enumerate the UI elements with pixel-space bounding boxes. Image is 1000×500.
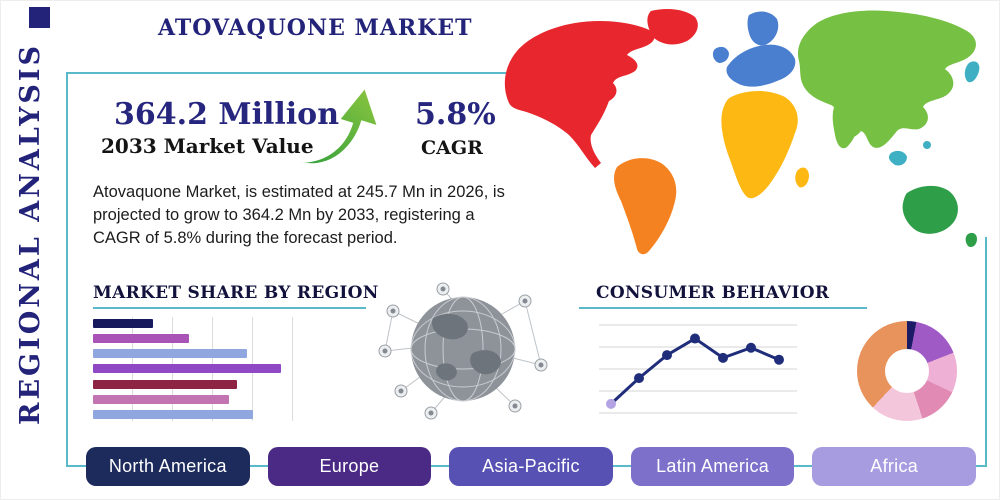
- line-marker: [718, 352, 728, 363]
- frame-border-left: [66, 72, 68, 467]
- map-greenland: [647, 9, 698, 45]
- consumer-behavior-line-chart: [599, 324, 797, 414]
- map-asia: [797, 10, 976, 148]
- market-value-caption: 2033 Market Value: [101, 134, 314, 158]
- frame-border-top: [66, 72, 506, 74]
- map-madagascar: [795, 167, 809, 188]
- map-indonesia: [888, 150, 907, 166]
- map-india: [832, 103, 860, 149]
- market-share-section-title: MARKET SHARE BY REGION: [93, 283, 379, 303]
- market-share-bar: [93, 334, 189, 344]
- market-share-bar: [93, 349, 247, 359]
- line-marker: [634, 373, 644, 384]
- world-map: [504, 9, 980, 255]
- region-buttons: North America Europe Asia-Pacific Latin Ame…: [86, 447, 976, 486]
- map-new-zealand: [965, 232, 977, 248]
- frame-border-right: [985, 237, 987, 467]
- market-share-bar: [93, 394, 229, 404]
- market-share-bar: [93, 409, 253, 419]
- line-chart-grid: [599, 324, 797, 414]
- line-marker: [662, 350, 672, 361]
- market-description: Atovaquone Market, is estimated at 245.7…: [93, 183, 505, 247]
- region-button-africa[interactable]: Africa: [812, 447, 976, 486]
- bar-chart-plot-area: [93, 317, 293, 421]
- region-donut-chart: [857, 321, 957, 421]
- map-australia: [902, 185, 958, 234]
- network-nodes: [378, 282, 548, 420]
- globe-sphere: [411, 297, 515, 401]
- map-south-america: [614, 158, 677, 255]
- consumer-behavior-underline: [579, 307, 867, 309]
- map-africa: [721, 91, 798, 199]
- map-europe: [726, 44, 796, 87]
- page-title: ATOVAQUONE MARKET: [158, 15, 473, 41]
- map-philippines: [923, 141, 931, 149]
- map-north-america: [504, 21, 655, 168]
- market-value-stat: 364.2 Million: [114, 97, 339, 132]
- growth-arrow-icon: [295, 85, 380, 166]
- cagr-stat: 5.8%: [415, 97, 496, 132]
- market-share-bar: [93, 379, 237, 389]
- consumer-behavior-section-title: CONSUMER BEHAVIOR: [596, 283, 830, 303]
- line-marker: [746, 342, 756, 353]
- line-marker: [606, 398, 616, 409]
- region-button-asia-pacific[interactable]: Asia-Pacific: [449, 447, 613, 486]
- cagr-caption: CAGR: [421, 137, 483, 159]
- region-button-north-america[interactable]: North America: [86, 447, 250, 486]
- globe-landmasses: [431, 313, 501, 381]
- globe-gridlines: [410, 296, 516, 402]
- market-share-bar: [93, 319, 153, 328]
- side-label: REGIONAL ANALYSIS: [15, 43, 46, 425]
- market-share-bar: [93, 364, 281, 374]
- map-united-kingdom: [712, 46, 729, 63]
- globe-network-graphic: [378, 282, 548, 420]
- line-marker: [774, 354, 784, 365]
- region-button-latin-america[interactable]: Latin America: [630, 447, 795, 486]
- market-share-underline: [93, 307, 366, 309]
- line-marker: [690, 333, 700, 344]
- corner-square-decor: [29, 7, 50, 28]
- map-japan: [964, 61, 980, 83]
- region-button-europe[interactable]: Europe: [267, 447, 432, 486]
- map-scandinavia: [747, 11, 779, 46]
- market-share-bar-chart: [93, 317, 293, 421]
